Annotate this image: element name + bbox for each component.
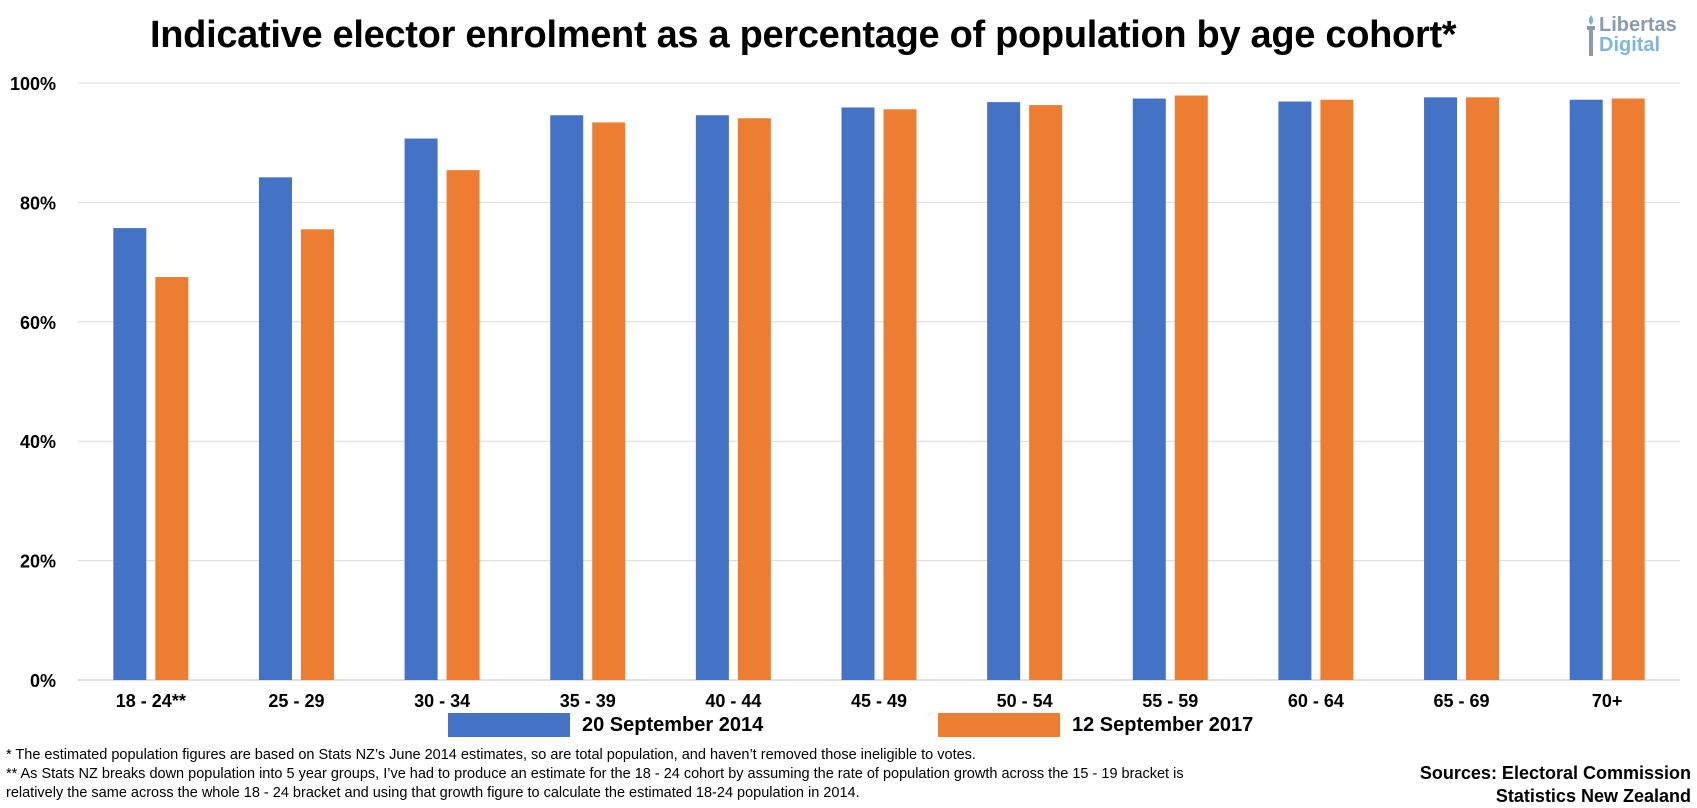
bar-2017	[1611, 98, 1645, 681]
y-tick-label: 40%	[20, 432, 56, 452]
footnote-3: relatively the same across the whole 18 …	[6, 785, 860, 801]
bar-2017	[592, 122, 626, 681]
torch-icon	[1587, 15, 1595, 56]
x-tick-label: 30 - 34	[414, 691, 470, 711]
x-tick-label: 70+	[1592, 691, 1623, 711]
sources-line-1: Sources: Electoral Commission	[1419, 763, 1691, 783]
x-tick-label: 60 - 64	[1288, 691, 1344, 711]
bar-chart: 0% 20% 40% 60% 80% 100% 18 - 24** 25 - 29 30 - 3…	[10, 74, 1680, 711]
bar-2017	[737, 118, 771, 680]
x-tick-label: 18 - 24**	[116, 691, 186, 711]
y-tick-label: 60%	[20, 313, 56, 333]
legend-item-2014: 20 September 2014	[448, 712, 763, 738]
bar-2017	[155, 277, 189, 680]
legend-swatch-2017	[938, 713, 1060, 737]
sources-line-2: Statistics New Zealand	[1495, 786, 1691, 806]
footnote-2: ** As Stats NZ breaks down population in…	[6, 766, 1184, 782]
y-tick-label: 0%	[30, 671, 56, 691]
bar-2014	[1569, 99, 1603, 680]
legend-swatch-2014	[448, 713, 570, 737]
bar-2014	[987, 102, 1021, 680]
y-tick-label: 100%	[10, 74, 56, 94]
bar-2017	[1320, 99, 1354, 680]
bar-2014	[1278, 101, 1312, 680]
y-tick-label: 20%	[20, 552, 56, 572]
chart-title: Indicative elector enrolment as a percen…	[150, 14, 1457, 56]
x-tick-label: 35 - 39	[560, 691, 616, 711]
bar-2014	[550, 115, 584, 681]
bar-2014	[1132, 98, 1166, 681]
x-tick-label: 65 - 69	[1434, 691, 1490, 711]
x-tick-label: 50 - 54	[997, 691, 1053, 711]
libertas-digital-logo: Libertas Digital	[1585, 12, 1685, 60]
logo-line1: Libertas	[1599, 14, 1677, 36]
bar-2014	[258, 177, 292, 680]
bar-2017	[446, 170, 480, 681]
y-tick-label: 80%	[20, 193, 56, 213]
bar-2017	[1029, 105, 1063, 681]
x-tick-label: 25 - 29	[268, 691, 324, 711]
bar-2017	[1174, 95, 1208, 681]
x-tick-label: 40 - 44	[705, 691, 761, 711]
sources: Sources: Electoral Commission Statistics…	[1420, 762, 1691, 808]
bar-2014	[841, 107, 875, 681]
legend-label-2014: 20 September 2014	[582, 713, 764, 736]
logo-line2: Digital	[1599, 34, 1661, 56]
legend-item-2017: 12 September 2017	[938, 712, 1253, 738]
bar-2017	[883, 109, 917, 680]
bar-2014	[113, 228, 147, 681]
footnote-1: * The estimated population figures are b…	[6, 747, 976, 763]
bar-2014	[404, 138, 438, 680]
bar-2017	[300, 229, 334, 680]
bar-2014	[695, 115, 729, 681]
bar-2014	[1424, 97, 1458, 680]
legend-label-2017: 12 September 2017	[1072, 713, 1254, 736]
footnotes: * The estimated population figures are b…	[6, 746, 1346, 803]
x-tick-label: 55 - 59	[1142, 691, 1198, 711]
x-tick-label: 45 - 49	[851, 691, 907, 711]
bar-2017	[1466, 97, 1500, 680]
